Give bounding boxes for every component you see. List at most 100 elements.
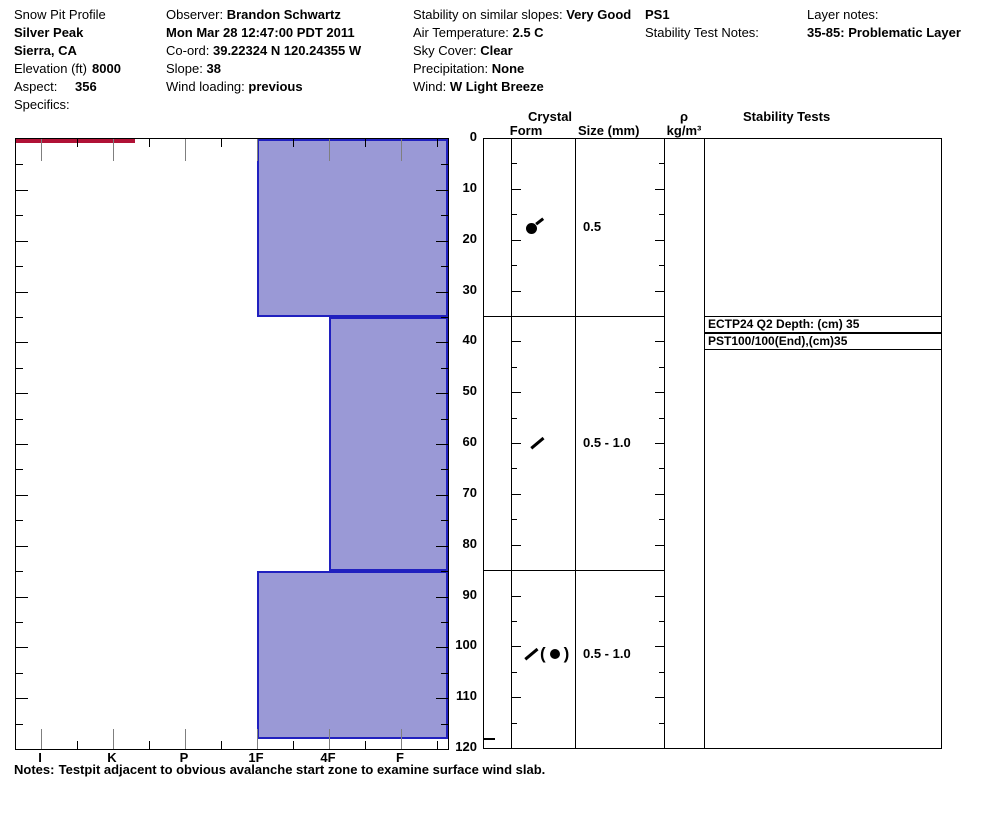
crystal-form-icon-rounded-grain xyxy=(524,217,546,237)
layer-bar-1 xyxy=(257,139,448,317)
size-column-tick xyxy=(655,646,664,648)
hardness-minor-tick-top xyxy=(77,139,78,147)
column-header-size: Size (mm) xyxy=(578,123,640,138)
layer-boundary-line xyxy=(483,315,664,317)
size-column-tick xyxy=(659,265,664,267)
form-column-tick xyxy=(512,595,521,597)
depth-tick-left xyxy=(16,596,28,598)
observer-label: Observer: xyxy=(166,7,224,22)
form-column-tick xyxy=(512,265,517,267)
problematic-layer-line xyxy=(16,139,135,143)
size-column-tick xyxy=(655,341,664,343)
stability-test-row: PST100/100(End),(cm)35 xyxy=(704,332,942,350)
size-column-tick xyxy=(659,417,664,419)
depth-tick-right xyxy=(441,621,448,623)
air-temp-label: Air Temperature: xyxy=(413,25,509,40)
slash-stroke xyxy=(524,647,539,661)
depth-tick-left xyxy=(16,444,28,445)
depth-tick-right xyxy=(436,444,448,445)
datetime-value: Mon Mar 28 12:47:00 PDT 2011 xyxy=(166,25,355,40)
table-bottom-line xyxy=(483,748,942,749)
layer-notes-column: Layer notes: 35-85: Problematic Layer xyxy=(807,6,961,42)
hardness-major-tick-top xyxy=(401,139,402,161)
depth-tick-right xyxy=(436,494,448,496)
depth-axis-label: 20 xyxy=(462,230,477,246)
depth-tick-left xyxy=(16,545,28,547)
sky-label: Sky Cover: xyxy=(413,43,477,58)
hardness-major-tick-bottom xyxy=(257,729,258,749)
depth-tick-right xyxy=(441,266,448,268)
elevation-label: Elevation (ft) xyxy=(14,61,87,76)
layer-boundary-line xyxy=(483,570,664,572)
column-header-density: ρ xyxy=(679,109,689,124)
depth-axis-label: 30 xyxy=(462,281,477,297)
hardness-tick-label: 1F xyxy=(248,750,264,765)
hardness-minor-tick-bottom xyxy=(77,741,78,749)
depth-tick-right xyxy=(441,571,448,573)
form-column-tick xyxy=(512,341,521,343)
stability-test-notes-label: Stability Test Notes: xyxy=(645,25,759,40)
form-column-tick xyxy=(512,570,517,572)
grain-dot xyxy=(549,648,560,659)
depth-tick-right xyxy=(441,520,448,522)
depth-axis-label: 100 xyxy=(455,637,477,653)
table-vertical-line xyxy=(575,138,576,748)
size-column-tick xyxy=(655,392,664,394)
pit-bottom-tick xyxy=(483,737,495,740)
size-column-tick xyxy=(659,722,664,724)
depth-tick-left xyxy=(16,367,23,369)
site-name: Silver Peak xyxy=(14,25,84,40)
form-column-tick xyxy=(512,188,521,190)
hardness-tick-label: F xyxy=(396,750,404,765)
grain-size-value: 0.5 - 1.0 xyxy=(583,435,631,450)
depth-tick-left xyxy=(16,316,23,318)
elevation-row: Elevation (ft) 8000 xyxy=(14,60,121,78)
elevation-value: 8000 xyxy=(92,61,121,76)
layer-bar-2 xyxy=(329,316,448,572)
wind-row: Wind: W Light Breeze xyxy=(413,78,631,96)
depth-tick-right xyxy=(436,647,448,649)
form-column-tick xyxy=(512,290,521,292)
hardness-minor-tick-bottom xyxy=(293,741,294,749)
depth-tick-left xyxy=(16,621,23,623)
hardness-minor-tick-bottom xyxy=(365,741,366,749)
depth-axis-label: 60 xyxy=(462,434,477,449)
depth-tick-right xyxy=(436,393,448,395)
test-id: PS1 xyxy=(645,7,670,22)
stability-test-row: ECTP24 Q2 Depth: (cm) 35 xyxy=(704,315,942,333)
depth-tick-right xyxy=(441,215,448,217)
form-column-tick xyxy=(512,315,517,317)
size-column-tick xyxy=(659,163,664,165)
observer-row: Observer: Brandon Schwartz xyxy=(166,6,361,24)
form-column-tick xyxy=(512,468,517,470)
form-column-tick xyxy=(512,366,517,368)
form-column-tick xyxy=(512,163,517,165)
form-column-tick xyxy=(512,544,521,546)
hardness-minor-tick-bottom xyxy=(437,741,438,749)
site-info-column: Snow Pit Profile Silver Peak Sierra, CA … xyxy=(14,6,121,114)
hardness-major-tick-bottom xyxy=(329,729,330,749)
depth-tick-left xyxy=(16,291,28,293)
wind-loading-value: previous xyxy=(248,79,303,94)
depth-tick-left xyxy=(16,189,28,191)
depth-tick-right xyxy=(441,367,448,369)
hardness-tick-label: P xyxy=(179,750,189,765)
depth-tick-left xyxy=(16,571,23,573)
site-region: Sierra, CA xyxy=(14,43,77,58)
depth-axis-label: 90 xyxy=(462,586,477,602)
notes-text: Testpit adjacent to obvious avalanche st… xyxy=(58,762,546,777)
depth-tick-right xyxy=(441,723,448,725)
crystal-form-icon-mixed-forms: () xyxy=(522,642,569,666)
hardness-minor-tick-top xyxy=(221,139,222,147)
hardness-profile-chart xyxy=(15,138,449,750)
precip-row: Precipitation: None xyxy=(413,60,631,78)
table-vertical-line xyxy=(664,138,665,748)
hardness-minor-tick-top xyxy=(437,139,438,147)
depth-tick-right xyxy=(441,672,448,674)
layer-notes-label: Layer notes: xyxy=(807,7,879,22)
hardness-tick-label: I xyxy=(38,750,42,765)
hardness-minor-tick-bottom xyxy=(221,741,222,749)
depth-tick-right xyxy=(436,291,448,293)
size-column-tick xyxy=(659,315,664,317)
form-column-tick xyxy=(512,493,521,495)
